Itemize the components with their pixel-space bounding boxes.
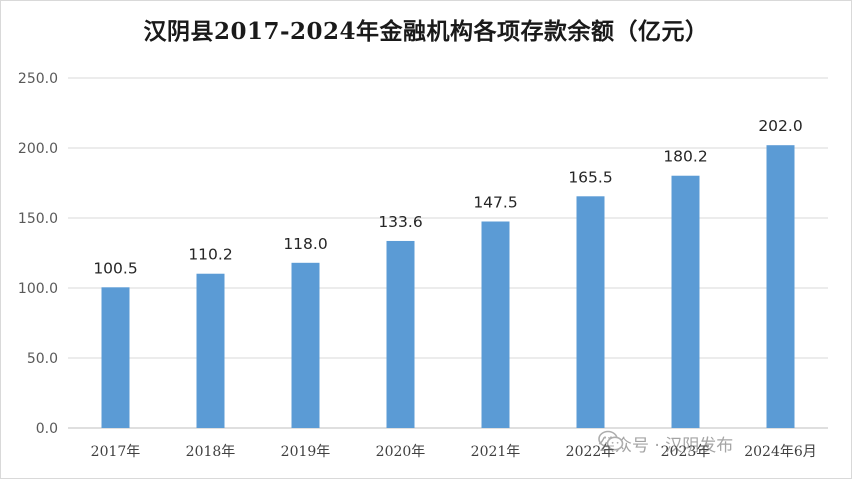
bar bbox=[576, 196, 605, 428]
data-label: 147.5 bbox=[473, 194, 517, 212]
x-tick-label: 2021年 bbox=[471, 444, 521, 460]
data-label: 118.0 bbox=[283, 235, 327, 253]
data-label: 202.0 bbox=[758, 117, 802, 135]
x-tick-label: 2018年 bbox=[186, 444, 236, 460]
x-tick-label: 2019年 bbox=[281, 444, 331, 460]
chart-title: 汉阴县2017-2024年金融机构各项存款余额（亿元） bbox=[143, 18, 709, 45]
data-label: 100.5 bbox=[93, 259, 137, 277]
bar bbox=[291, 262, 320, 428]
y-tick-label: 50.0 bbox=[27, 351, 58, 367]
data-label: 133.6 bbox=[378, 213, 422, 231]
bar bbox=[671, 175, 700, 428]
x-tick-label: 2017年 bbox=[91, 444, 141, 460]
bar bbox=[101, 287, 130, 428]
x-tick-label: 2024年6月 bbox=[744, 444, 817, 460]
y-tick-label: 100.0 bbox=[18, 281, 58, 297]
x-tick-label: 2020年 bbox=[376, 444, 426, 460]
y-tick-label: 200.0 bbox=[18, 141, 58, 157]
wechat-icon bbox=[598, 430, 624, 451]
data-label: 165.5 bbox=[568, 168, 612, 186]
x-tick-label: 2022年 bbox=[566, 444, 616, 460]
watermark-text: 公众号 · 汉阴发布 bbox=[598, 435, 734, 456]
x-tick-label: 2023年 bbox=[661, 444, 711, 460]
data-label: 180.2 bbox=[663, 148, 707, 166]
y-tick-label: 0.0 bbox=[36, 421, 58, 437]
watermark: 公众号 · 汉阴发布 bbox=[598, 430, 733, 456]
y-tick-label: 150.0 bbox=[18, 211, 58, 227]
bar bbox=[481, 221, 510, 428]
bar bbox=[386, 240, 415, 428]
data-label: 110.2 bbox=[188, 246, 232, 264]
y-tick-label: 250.0 bbox=[18, 71, 58, 87]
bar bbox=[196, 273, 225, 428]
bar bbox=[766, 145, 795, 428]
